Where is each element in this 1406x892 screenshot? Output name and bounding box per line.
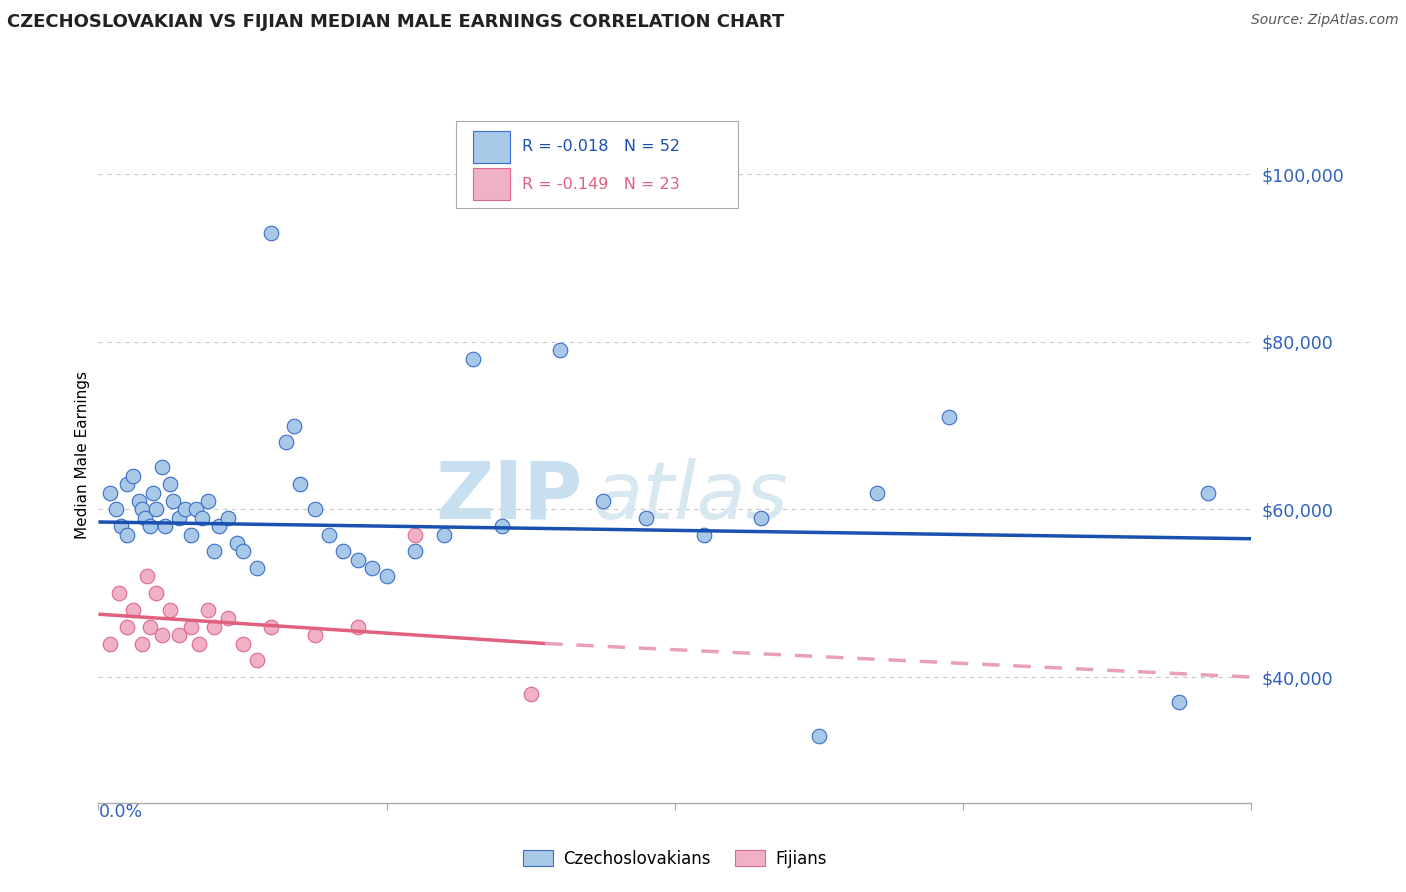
FancyBboxPatch shape <box>456 121 738 208</box>
Point <box>186 502 208 516</box>
Point <box>117 477 138 491</box>
Point <box>260 226 283 240</box>
Point <box>159 603 181 617</box>
Point <box>332 544 354 558</box>
Point <box>202 620 225 634</box>
Point <box>122 468 145 483</box>
Point <box>131 636 153 650</box>
Point <box>180 527 202 541</box>
Point <box>520 687 543 701</box>
Point <box>693 527 716 541</box>
Point <box>159 477 181 491</box>
Point <box>346 552 368 566</box>
Point <box>139 620 162 634</box>
Point <box>1197 485 1219 500</box>
Point <box>139 519 162 533</box>
Point <box>202 544 225 558</box>
Point <box>375 569 398 583</box>
Text: CZECHOSLOVAKIAN VS FIJIAN MEDIAN MALE EARNINGS CORRELATION CHART: CZECHOSLOVAKIAN VS FIJIAN MEDIAN MALE EA… <box>7 13 785 31</box>
Point <box>461 351 484 366</box>
Point <box>274 435 297 450</box>
Point <box>231 636 254 650</box>
Legend: Czechoslovakians, Fijians: Czechoslovakians, Fijians <box>516 843 834 874</box>
Point <box>167 510 190 524</box>
Point <box>290 477 312 491</box>
Point <box>174 502 197 516</box>
Text: Source: ZipAtlas.com: Source: ZipAtlas.com <box>1251 13 1399 28</box>
Point <box>548 343 571 358</box>
Point <box>197 494 219 508</box>
Point <box>405 527 427 541</box>
Point <box>938 410 960 425</box>
Point <box>231 544 254 558</box>
Point <box>866 485 889 500</box>
Y-axis label: Median Male Earnings: Median Male Earnings <box>75 371 90 539</box>
Point <box>191 510 214 524</box>
FancyBboxPatch shape <box>472 131 510 163</box>
Text: R = -0.149   N = 23: R = -0.149 N = 23 <box>522 177 679 192</box>
Text: R = -0.018   N = 52: R = -0.018 N = 52 <box>522 139 679 154</box>
Point <box>217 510 239 524</box>
Point <box>283 418 305 433</box>
Point <box>188 636 211 650</box>
Point <box>167 628 190 642</box>
Point <box>246 561 269 575</box>
Point <box>180 620 202 634</box>
Point <box>145 586 167 600</box>
Point <box>751 510 773 524</box>
Point <box>145 502 167 516</box>
Point <box>636 510 658 524</box>
Point <box>217 611 239 625</box>
Point <box>491 519 513 533</box>
Point <box>304 502 326 516</box>
Point <box>346 620 368 634</box>
Point <box>318 527 340 541</box>
Point <box>150 460 173 475</box>
Point <box>150 628 173 642</box>
Point <box>104 502 127 516</box>
Point <box>131 502 153 516</box>
Point <box>136 569 159 583</box>
FancyBboxPatch shape <box>472 169 510 201</box>
Point <box>361 561 384 575</box>
Point <box>197 603 219 617</box>
Point <box>433 527 456 541</box>
Point <box>117 527 138 541</box>
Text: atlas: atlas <box>595 458 789 536</box>
Point <box>134 510 156 524</box>
Point <box>208 519 231 533</box>
Point <box>225 536 247 550</box>
Point <box>592 494 614 508</box>
Point <box>117 620 138 634</box>
Point <box>98 636 121 650</box>
Point <box>807 729 830 743</box>
Point <box>122 603 145 617</box>
Text: 0.0%: 0.0% <box>98 803 142 821</box>
Point <box>142 485 165 500</box>
Point <box>162 494 184 508</box>
Point <box>98 485 121 500</box>
Point <box>304 628 326 642</box>
Point <box>110 519 132 533</box>
Point <box>246 653 269 667</box>
Point <box>260 620 283 634</box>
Point <box>1168 695 1191 709</box>
Text: ZIP: ZIP <box>436 458 582 536</box>
Point <box>405 544 427 558</box>
Point <box>128 494 150 508</box>
Point <box>107 586 129 600</box>
Point <box>153 519 176 533</box>
